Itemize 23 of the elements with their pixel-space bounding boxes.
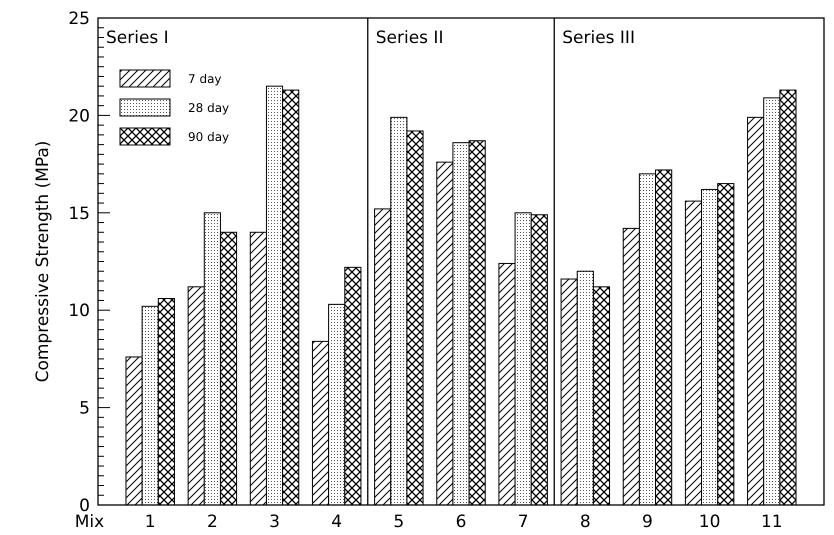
x-tick-label: 11: [760, 512, 783, 532]
x-tick-label: 10: [698, 512, 720, 532]
y-tick-label: 20: [68, 106, 90, 126]
y-axis-title: Compressive Strength (MPa): [33, 140, 53, 382]
legend-label: 90 day: [188, 130, 230, 144]
x-tick-label: 4: [331, 512, 342, 532]
x-tick-label: 8: [580, 512, 591, 532]
x-tick-label: 6: [456, 512, 466, 532]
x-tick-label: 2: [206, 512, 218, 532]
annotation: Series III: [562, 28, 635, 48]
legend-label: 7 day: [188, 72, 222, 86]
y-tick-label: 5: [79, 398, 90, 419]
legend-label: 28 day: [188, 101, 230, 116]
y-tick-label: 25: [68, 8, 90, 29]
annotation: Series II: [376, 28, 444, 48]
x-tick-label: 5: [393, 512, 404, 532]
y-tick-label: 15: [68, 204, 90, 224]
x-tick-label: 1: [144, 512, 156, 532]
y-tick-label: 10: [68, 301, 90, 322]
annotation: Series I: [106, 28, 169, 48]
x-tick-label: 7: [518, 512, 529, 532]
x-tick-label: 3: [269, 512, 280, 532]
x-tick-label: 9: [642, 512, 653, 532]
